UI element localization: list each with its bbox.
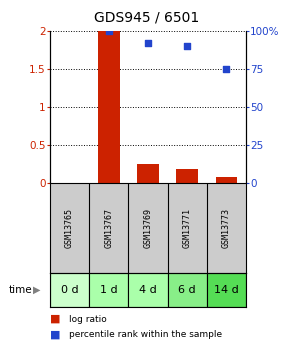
Bar xyxy=(216,177,237,183)
Text: 1 d: 1 d xyxy=(100,285,117,295)
Text: GSM13769: GSM13769 xyxy=(144,208,152,248)
Text: log ratio: log ratio xyxy=(69,315,107,324)
Point xyxy=(185,43,190,49)
Text: GSM13767: GSM13767 xyxy=(104,208,113,248)
Text: 0 d: 0 d xyxy=(61,285,78,295)
Point xyxy=(146,40,150,46)
Text: ■: ■ xyxy=(50,330,60,339)
Text: GDS945 / 6501: GDS945 / 6501 xyxy=(94,10,199,24)
Bar xyxy=(137,164,159,183)
Text: percentile rank within the sample: percentile rank within the sample xyxy=(69,330,222,339)
Text: time: time xyxy=(9,285,33,295)
Text: GSM13771: GSM13771 xyxy=(183,208,192,248)
Bar xyxy=(89,273,128,307)
Text: GSM13765: GSM13765 xyxy=(65,208,74,248)
Text: GSM13773: GSM13773 xyxy=(222,208,231,248)
Bar xyxy=(207,273,246,307)
Text: 4 d: 4 d xyxy=(139,285,157,295)
Text: ■: ■ xyxy=(50,314,60,324)
Bar xyxy=(50,273,89,307)
Text: ▶: ▶ xyxy=(33,285,40,295)
Bar xyxy=(176,169,198,183)
Point xyxy=(106,28,111,34)
Point xyxy=(224,66,229,72)
Text: 14 d: 14 d xyxy=(214,285,239,295)
Bar xyxy=(128,273,168,307)
Bar xyxy=(168,273,207,307)
Bar xyxy=(98,31,120,183)
Text: 6 d: 6 d xyxy=(178,285,196,295)
